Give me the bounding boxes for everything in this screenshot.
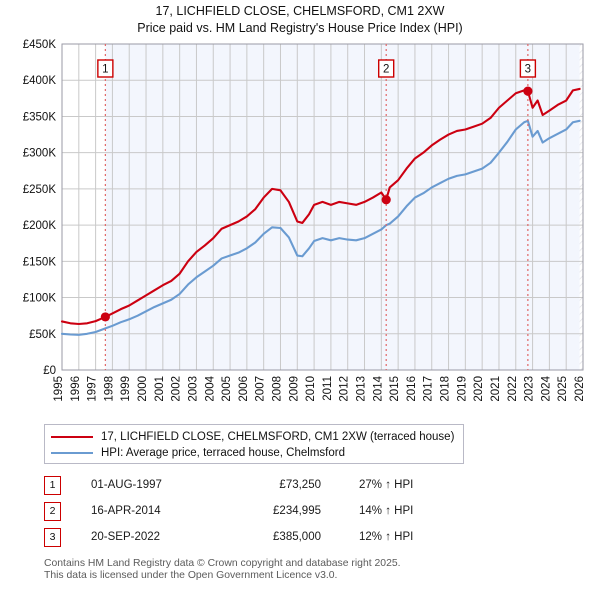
page-title: 17, LICHFIELD CLOSE, CHELMSFORD, CM1 2XW… <box>0 3 600 37</box>
footer-line2: This data is licensed under the Open Gov… <box>44 570 338 581</box>
svg-text:2002: 2002 <box>171 376 183 402</box>
legend-swatch-hpi <box>51 452 93 454</box>
svg-text:2004: 2004 <box>204 375 216 401</box>
svg-text:£0: £0 <box>43 365 56 377</box>
svg-text:2019: 2019 <box>456 376 468 402</box>
legend-swatch-property <box>51 436 93 438</box>
transaction-date-2: 16-APR-2014 <box>91 505 161 517</box>
svg-text:2: 2 <box>383 64 389 76</box>
svg-text:2022: 2022 <box>507 376 519 402</box>
table-row: 3 20-SEP-2022 £385,000 12% ↑ HPI <box>44 524 474 550</box>
svg-text:1998: 1998 <box>103 376 115 402</box>
svg-text:2001: 2001 <box>154 376 166 402</box>
svg-text:2010: 2010 <box>305 376 317 402</box>
svg-text:2014: 2014 <box>372 375 384 401</box>
svg-text:2009: 2009 <box>288 376 300 402</box>
svg-text:3: 3 <box>525 64 531 76</box>
chart-canvas: £0 £50K £100K £150K £200K £250K £300K £350K £400… <box>23 39 586 402</box>
svg-text:2007: 2007 <box>255 376 267 402</box>
transaction-badge-1: 1 <box>44 475 61 495</box>
transaction-badge-2: 2 <box>44 501 61 521</box>
svg-text:2023: 2023 <box>524 376 536 402</box>
transactions-table: 1 01-AUG-1997 £73,250 27% ↑ HPI 2 16-APR… <box>44 472 474 550</box>
transaction-price-2: £234,995 <box>273 505 321 517</box>
transaction-price-3: £385,000 <box>273 531 321 543</box>
transaction-price-1: £73,250 <box>279 479 321 491</box>
svg-text:2021: 2021 <box>490 376 502 402</box>
legend-item-property: 17, LICHFIELD CLOSE, CHELMSFORD, CM1 2XW… <box>51 429 457 445</box>
svg-text:1996: 1996 <box>70 376 82 402</box>
svg-text:£200K: £200K <box>23 220 57 232</box>
transaction-delta-2: 14% ↑ HPI <box>359 505 414 517</box>
svg-text:2025: 2025 <box>557 376 569 402</box>
svg-text:1: 1 <box>102 64 108 76</box>
svg-text:2003: 2003 <box>187 376 199 402</box>
svg-text:2024: 2024 <box>540 375 552 401</box>
svg-text:£100K: £100K <box>23 293 57 305</box>
svg-text:2011: 2011 <box>322 376 334 401</box>
svg-text:2008: 2008 <box>271 376 283 402</box>
transaction-date-3: 20-SEP-2022 <box>91 531 161 543</box>
chart-legend: 17, LICHFIELD CLOSE, CHELMSFORD, CM1 2XW… <box>44 424 464 464</box>
table-row: 1 01-AUG-1997 £73,250 27% ↑ HPI <box>44 472 474 498</box>
svg-text:2006: 2006 <box>238 376 250 402</box>
transaction-delta-1: 27% ↑ HPI <box>359 479 414 491</box>
svg-text:2018: 2018 <box>440 376 452 402</box>
svg-text:£300K: £300K <box>23 148 57 160</box>
svg-text:2026: 2026 <box>574 376 586 402</box>
transaction-delta-3: 12% ↑ HPI <box>359 531 414 543</box>
svg-text:2016: 2016 <box>406 376 418 402</box>
price-chart: £0 £50K £100K £150K £200K £250K £300K £350K £400… <box>0 38 600 418</box>
svg-text:2017: 2017 <box>423 376 435 402</box>
legend-label-property: 17, LICHFIELD CLOSE, CHELMSFORD, CM1 2XW… <box>101 431 455 443</box>
svg-text:2005: 2005 <box>221 376 233 402</box>
svg-text:2015: 2015 <box>389 376 401 402</box>
attribution-footer: Contains HM Land Registry data © Crown c… <box>44 558 564 582</box>
svg-text:2012: 2012 <box>339 376 351 402</box>
svg-text:1995: 1995 <box>53 376 65 402</box>
chart-title-line1: 17, LICHFIELD CLOSE, CHELMSFORD, CM1 2XW <box>155 4 445 18</box>
transaction-date-1: 01-AUG-1997 <box>91 479 162 491</box>
legend-item-hpi: HPI: Average price, terraced house, Chel… <box>51 445 457 461</box>
svg-text:£400K: £400K <box>23 75 57 87</box>
legend-label-hpi: HPI: Average price, terraced house, Chel… <box>101 447 345 459</box>
svg-text:£450K: £450K <box>23 39 57 51</box>
svg-text:£150K: £150K <box>23 256 57 268</box>
transaction-badge-3: 3 <box>44 527 61 547</box>
footer-line1: Contains HM Land Registry data © Crown c… <box>44 558 401 569</box>
table-row: 2 16-APR-2014 £234,995 14% ↑ HPI <box>44 498 474 524</box>
svg-text:£350K: £350K <box>23 111 57 123</box>
chart-title-line2: Price paid vs. HM Land Registry's House … <box>137 21 463 35</box>
svg-text:£250K: £250K <box>23 184 57 196</box>
svg-text:1997: 1997 <box>87 376 99 402</box>
svg-text:£50K: £50K <box>29 329 56 341</box>
svg-text:2013: 2013 <box>356 376 368 402</box>
svg-text:1999: 1999 <box>120 376 132 402</box>
svg-text:2000: 2000 <box>137 376 149 402</box>
svg-text:2020: 2020 <box>473 376 485 402</box>
